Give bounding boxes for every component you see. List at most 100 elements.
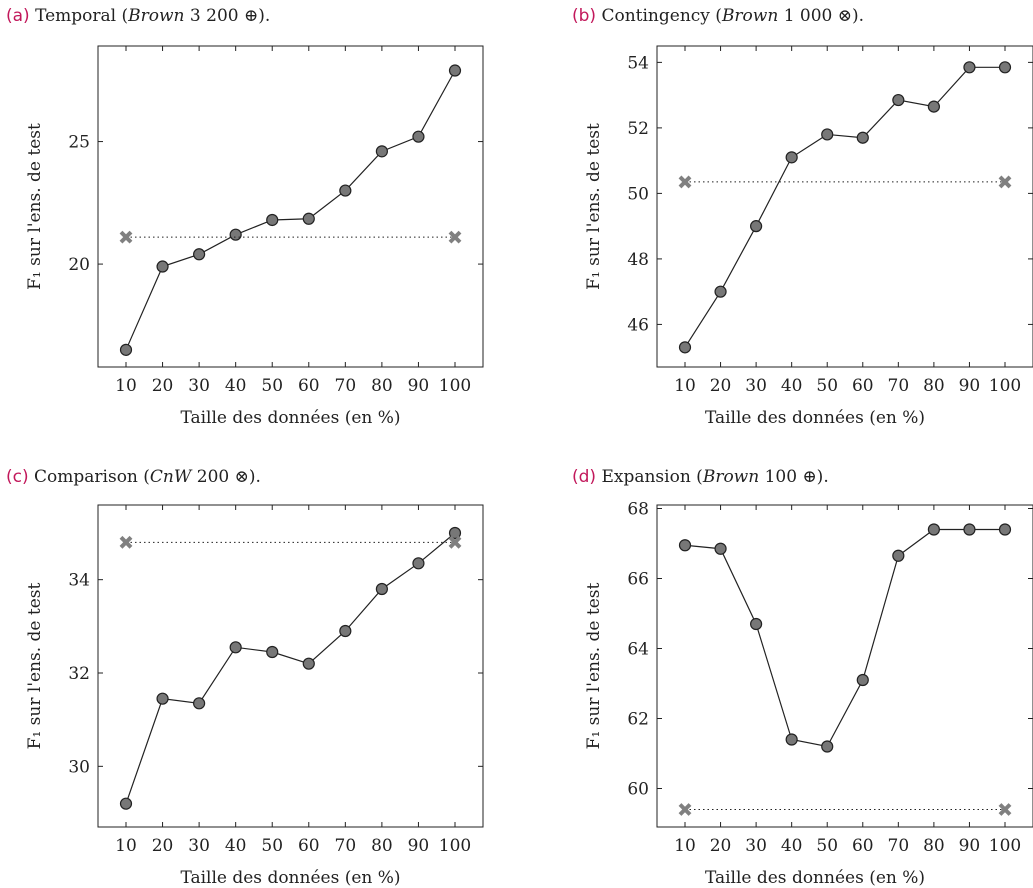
baseline-marker [678,803,692,816]
x-tick-label: 90 [408,836,430,856]
x-tick-label: 50 [816,836,838,856]
data-point [750,220,763,233]
x-tick-label: 30 [188,376,210,396]
baseline-marker-stroke [678,803,692,816]
data-point [266,213,279,227]
x-tick-label: 20 [710,836,732,856]
series-line [684,66,1005,348]
series-line [125,70,456,351]
x-tick-label: 40 [781,376,803,396]
data-point [375,145,388,158]
data-point [750,617,763,631]
y-tick-label: 48 [627,250,649,270]
data-point [375,582,388,596]
x-tick-label: 50 [261,376,283,396]
y-tick-label: 64 [627,640,649,660]
data-point [963,523,976,536]
data-point [193,248,206,261]
y-tick-label: 60 [627,780,649,800]
data-point [193,697,206,710]
baseline-marker [998,175,1012,189]
series-line [125,532,456,804]
data-point [892,549,905,562]
baseline-marker [119,230,133,244]
y-tick-label: 32 [68,664,90,684]
x-tick-label: 90 [959,836,981,856]
x-tick-label: 80 [923,836,945,856]
y-axis-label: F₁ sur l'ens. de test [584,583,604,750]
y-tick-label: 66 [627,570,649,590]
y-tick-label: 30 [68,757,90,777]
baseline-marker-stroke [998,803,1012,816]
y-tick-label: 54 [627,53,649,73]
y-tick-label: 52 [627,119,649,139]
x-tick-label: 40 [781,836,803,856]
y-tick-label: 25 [68,133,90,153]
baseline-marker [998,803,1012,816]
x-tick-label: 100 [989,836,1021,856]
x-axis-label: Taille des données (en %) [705,868,925,888]
x-tick-label: 80 [923,376,945,396]
baseline-marker [119,535,133,549]
data-point [448,526,462,540]
data-point [678,539,692,552]
baseline-marker-stroke [119,535,133,549]
x-tick-label: 30 [188,836,210,856]
x-tick-label: 10 [674,836,696,856]
x-tick-label: 60 [852,836,874,856]
data-point [119,797,133,810]
data-point [856,673,869,687]
x-tick-label: 40 [225,376,247,396]
data-point [714,285,727,298]
plot-frame [97,504,484,828]
data-point [156,260,169,273]
data-point [714,542,727,555]
caption-d: (d) Expansion (Brown 100 ⊕). [572,467,829,487]
baseline-marker [448,535,462,549]
x-tick-label: 20 [710,376,732,396]
data-point [229,228,242,241]
series-line [684,528,1005,748]
x-tick-label: 80 [371,836,393,856]
x-tick-label: 30 [745,376,767,396]
data-point [785,151,798,164]
baseline-marker-stroke [119,230,133,244]
data-point [266,645,279,659]
baseline-marker [678,175,692,189]
data-point [678,341,692,354]
x-tick-label: 60 [298,376,320,396]
y-axis-label: F₁ sur l'ens. de test [25,583,45,750]
x-tick-label: 30 [745,836,767,856]
data-point [892,93,905,107]
y-tick-label: 20 [68,255,90,275]
y-tick-label: 46 [627,315,649,335]
x-tick-label: 10 [115,376,137,396]
data-point [229,641,242,654]
baseline-marker-stroke [678,175,692,189]
x-tick-label: 50 [261,836,283,856]
data-point [821,740,834,753]
x-axis-label: Taille des données (en %) [180,868,400,888]
x-tick-label: 70 [888,376,910,396]
caption-a: (a) Temporal (Brown 3 200 ⊕). [6,6,271,26]
data-point [927,100,940,113]
x-tick-label: 60 [852,376,874,396]
caption-c: (c) Comparison (CnW 200 ⊗). [6,467,261,487]
x-axis-label: Taille des données (en %) [180,408,400,428]
x-tick-label: 100 [989,376,1021,396]
x-tick-label: 100 [439,836,471,856]
data-point [119,343,133,356]
plot-frame [656,504,1033,828]
plot-frame [97,45,484,368]
baseline-marker [448,230,462,244]
y-axis-label: F₁ sur l'ens. de test [584,123,604,290]
baseline-marker-stroke [998,175,1012,189]
data-point [339,184,352,197]
x-tick-label: 20 [152,836,174,856]
baseline-marker-stroke [448,230,462,244]
data-point [412,130,425,143]
